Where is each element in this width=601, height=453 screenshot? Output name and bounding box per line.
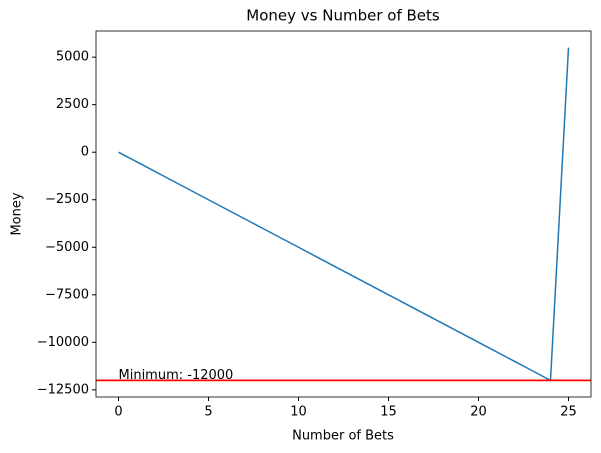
annotation: Minimum: -12000: [119, 368, 234, 383]
y-tick-label: 0: [81, 145, 89, 160]
axes-frame: [95, 30, 592, 398]
x-axis-label: Number of Bets: [292, 429, 394, 444]
y-tick-label: −2500: [45, 192, 89, 207]
x-tick-label: 0: [114, 405, 122, 420]
y-tick-label: 2500: [56, 97, 89, 112]
x-tick-label: 5: [204, 405, 212, 420]
y-tick-label: −7500: [45, 287, 89, 302]
x-tick-label: 25: [560, 405, 577, 420]
x-tick-label: 15: [380, 405, 397, 420]
x-tick-label: 20: [470, 405, 487, 420]
y-tick-label: −5000: [45, 240, 89, 255]
chart-title: Money vs Number of Bets: [246, 7, 440, 25]
y-tick-label: −12500: [37, 382, 89, 397]
y-tick-label: −10000: [37, 335, 89, 350]
y-tick-label: 5000: [56, 50, 89, 65]
y-axis-label: Money: [10, 192, 25, 235]
x-tick-label: 10: [290, 405, 307, 420]
data-line: [118, 47, 570, 382]
